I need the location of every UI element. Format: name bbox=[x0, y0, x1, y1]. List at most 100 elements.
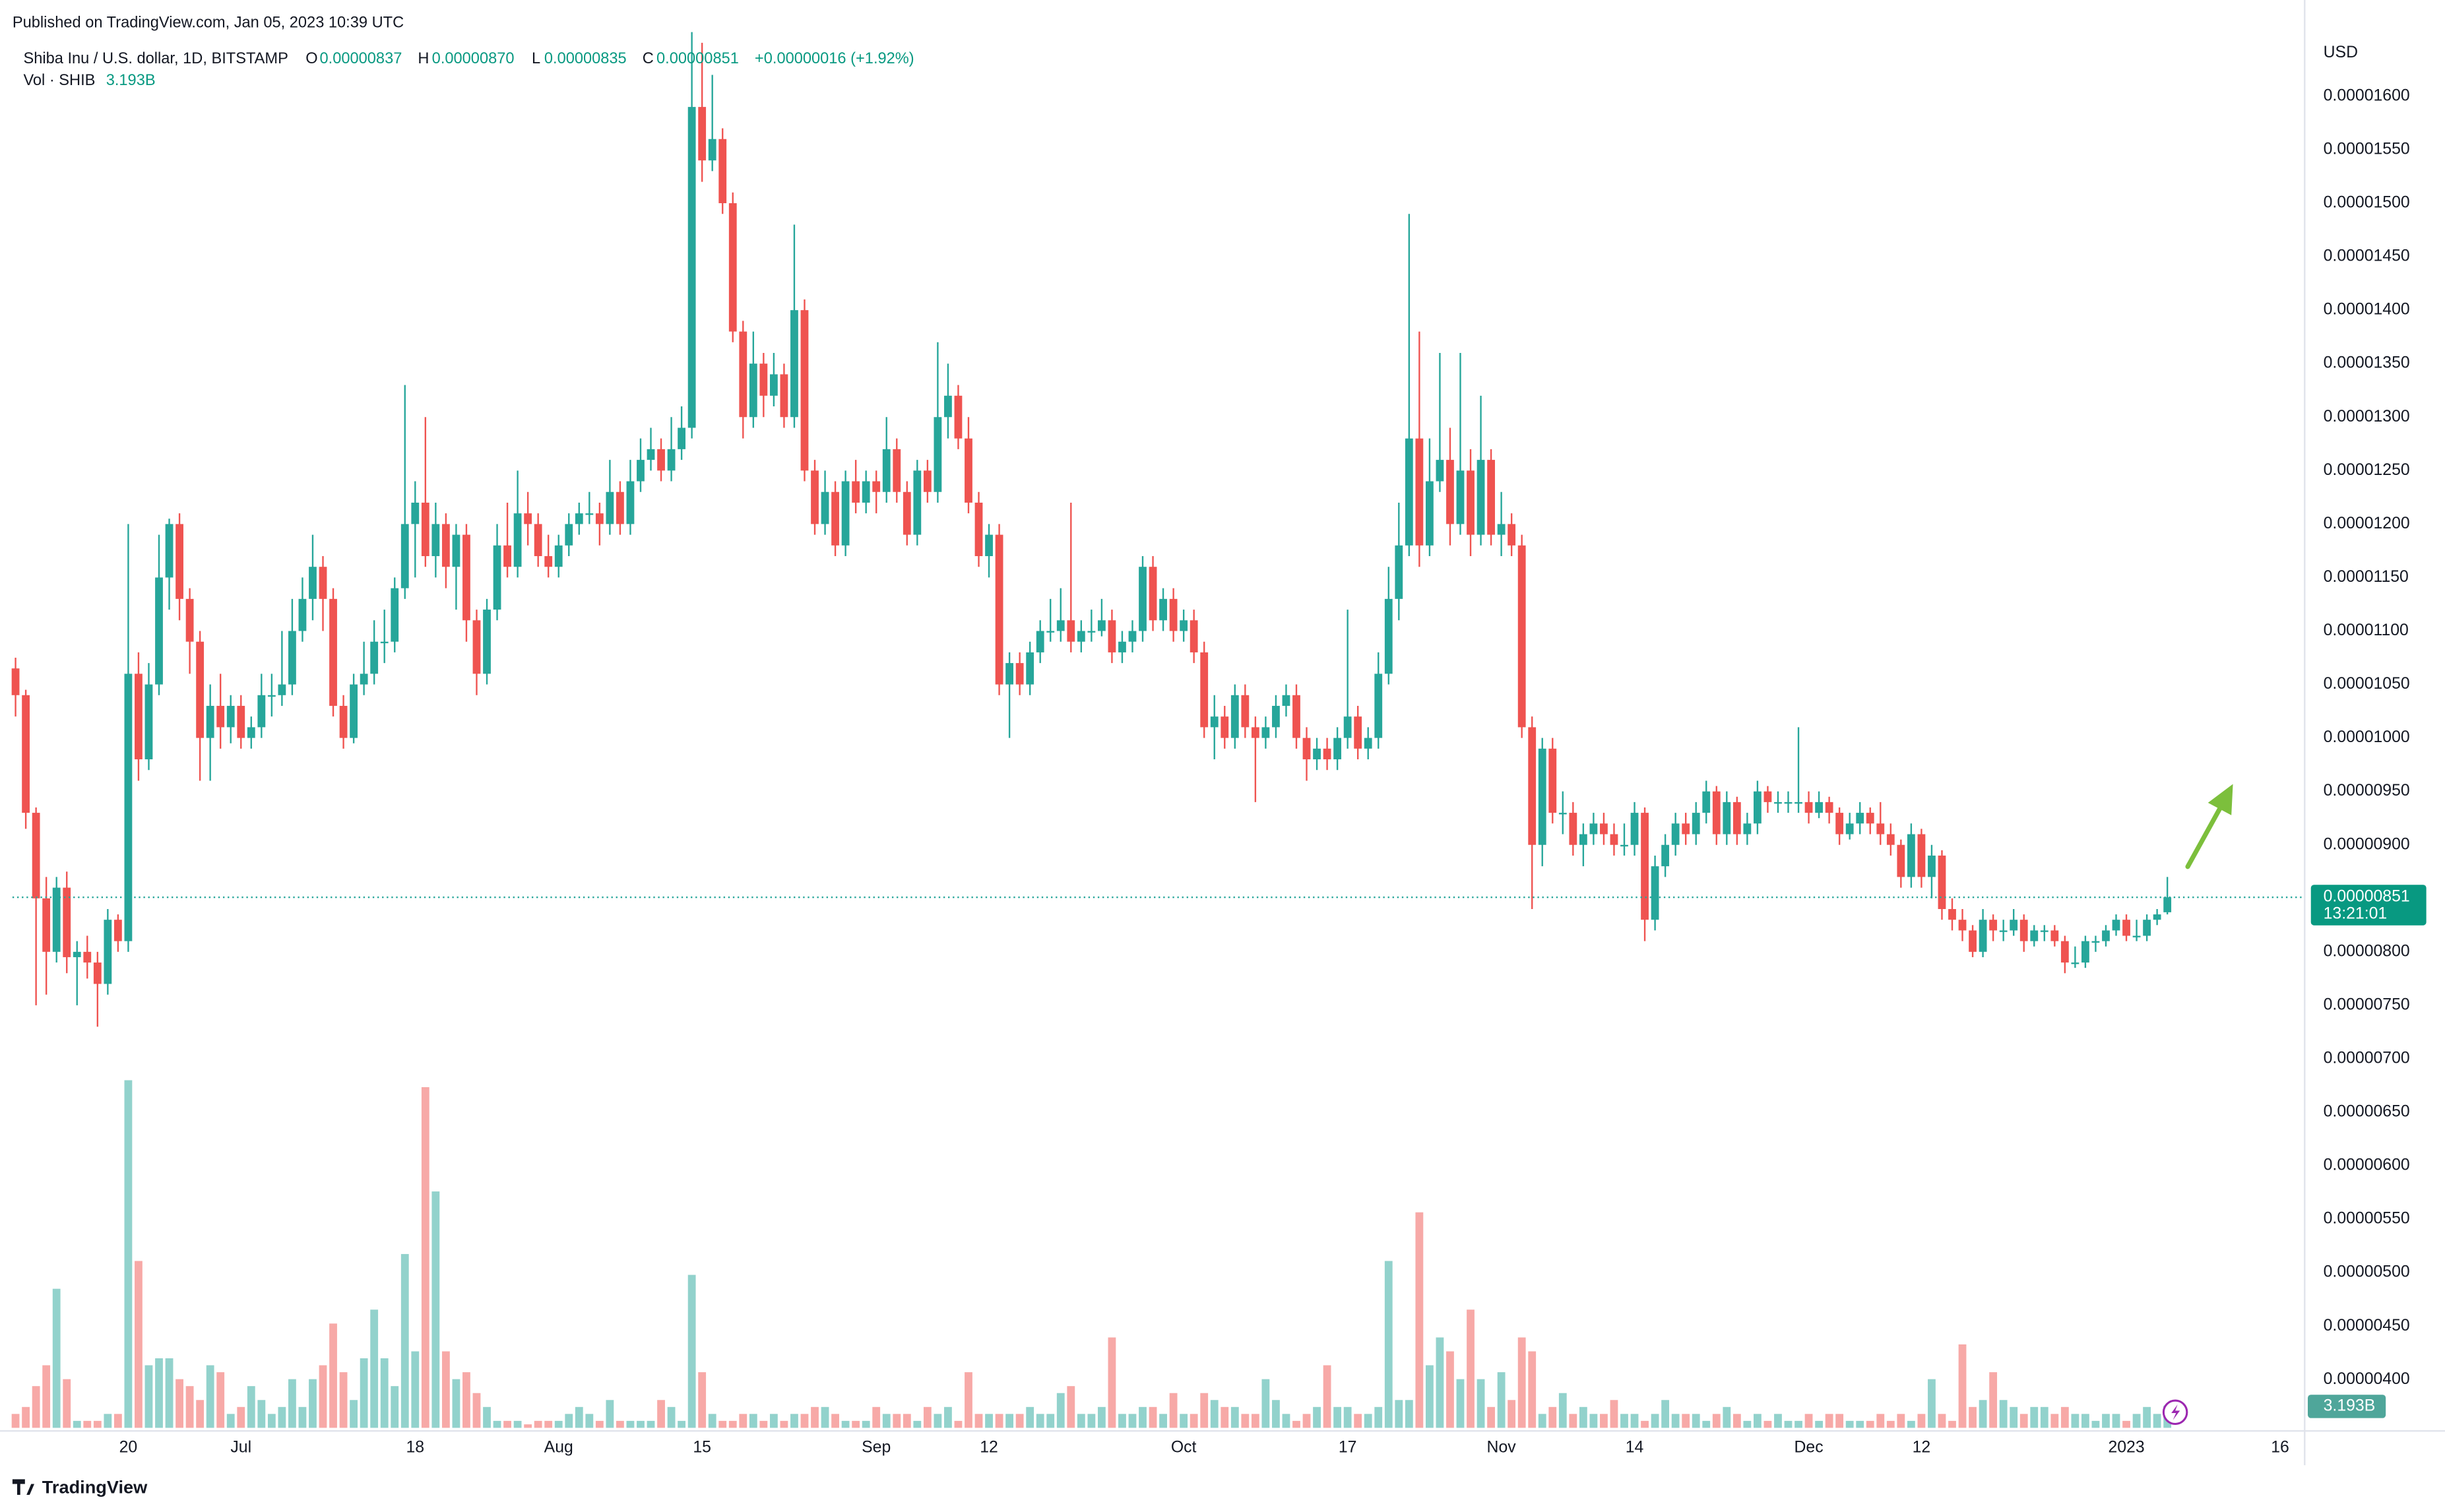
volume-bar bbox=[247, 1386, 255, 1428]
candle-body bbox=[1682, 823, 1690, 835]
candle-body bbox=[32, 813, 40, 898]
x-tick-label: 14 bbox=[1626, 1439, 1644, 1457]
volume-bar bbox=[1374, 1406, 1383, 1428]
volume-bar bbox=[452, 1379, 460, 1428]
x-tick-label: Jul bbox=[230, 1439, 251, 1457]
annotation-arrowhead bbox=[2207, 784, 2233, 815]
last-price-tag bbox=[2310, 885, 2427, 926]
candle-body bbox=[1384, 598, 1393, 674]
volume-bar bbox=[411, 1351, 420, 1428]
candle-body bbox=[1333, 738, 1342, 760]
y-tick-label: 0.00001300 bbox=[2324, 408, 2410, 425]
candle-body bbox=[1436, 460, 1444, 482]
candle-body bbox=[759, 363, 768, 396]
ohlc-key: C bbox=[643, 50, 654, 67]
candle-body bbox=[1692, 813, 1700, 835]
candle-body bbox=[1979, 920, 1987, 952]
volume-bar bbox=[718, 1420, 727, 1428]
candle-body bbox=[1999, 930, 2008, 932]
candle-body bbox=[226, 705, 235, 728]
candle-body bbox=[1569, 813, 1577, 845]
candle-body bbox=[2102, 930, 2110, 941]
ohlc-value: 0.00000835 bbox=[544, 50, 627, 67]
volume-bar bbox=[1046, 1414, 1055, 1428]
volume-bar bbox=[852, 1420, 860, 1428]
volume-bar bbox=[1886, 1420, 1895, 1428]
volume-bar bbox=[267, 1414, 276, 1428]
candle-body bbox=[104, 920, 112, 984]
candle-body bbox=[534, 524, 542, 557]
candle-body bbox=[1804, 802, 1813, 813]
volume-bar bbox=[1579, 1406, 1587, 1428]
candle-body bbox=[1221, 716, 1229, 738]
volume-bar bbox=[1558, 1393, 1567, 1428]
candle-body bbox=[1969, 930, 1977, 952]
candle-body bbox=[965, 438, 972, 503]
candle-body bbox=[1241, 695, 1250, 728]
volume-bar bbox=[1282, 1414, 1290, 1428]
x-tick-label: Dec bbox=[1794, 1439, 1824, 1457]
y-tick-label: 0.00000900 bbox=[2324, 835, 2410, 853]
candle-body bbox=[411, 502, 420, 524]
volume-bar bbox=[769, 1414, 778, 1428]
candle-body bbox=[974, 502, 983, 557]
candle-body bbox=[1589, 823, 1598, 835]
ohlc-value: 0.00000837 bbox=[320, 50, 402, 67]
y-tick-label: 0.00001000 bbox=[2324, 728, 2410, 746]
ohlc-key: L bbox=[532, 50, 540, 67]
volume-bar bbox=[370, 1309, 379, 1428]
volume-bar bbox=[995, 1414, 1003, 1428]
candle-body bbox=[1732, 802, 1741, 835]
candle-body bbox=[52, 887, 61, 952]
candle-body bbox=[1928, 855, 1936, 877]
candle-body bbox=[1723, 802, 1731, 835]
volume-bar bbox=[1630, 1414, 1639, 1428]
ohlc-key: O bbox=[305, 50, 317, 67]
x-tick-label: Nov bbox=[1487, 1439, 1517, 1457]
volume-bar bbox=[1600, 1414, 1608, 1428]
volume-bar bbox=[1354, 1414, 1362, 1428]
candle-body bbox=[257, 695, 266, 728]
volume-bar bbox=[472, 1393, 481, 1428]
candle-body bbox=[1190, 620, 1198, 652]
volume-bar bbox=[790, 1414, 798, 1428]
candle-body bbox=[380, 641, 389, 644]
ohlc-value: 0.00000851 bbox=[656, 50, 739, 67]
volume-bar bbox=[1682, 1414, 1690, 1428]
candle-body bbox=[22, 695, 30, 813]
candle-body bbox=[1712, 791, 1721, 835]
candle-body bbox=[524, 513, 532, 524]
y-tick-label: 0.00001150 bbox=[2324, 568, 2409, 586]
volume-bar bbox=[113, 1414, 122, 1428]
annotation-arrow bbox=[2185, 805, 2223, 869]
volume-bar bbox=[319, 1365, 327, 1428]
symbol-title: Shiba Inu / U.S. dollar, 1D, BITSTAMP bbox=[23, 50, 288, 67]
volume-bar bbox=[974, 1414, 983, 1428]
candle-body bbox=[2112, 920, 2120, 931]
candle-body bbox=[954, 395, 963, 439]
volume-bar bbox=[2060, 1406, 2069, 1428]
volume-bar bbox=[52, 1288, 61, 1428]
candle-body bbox=[780, 374, 788, 418]
candle-body bbox=[872, 481, 881, 492]
volume-bar bbox=[421, 1087, 429, 1428]
volume-bar bbox=[1015, 1414, 1024, 1428]
volume-bar bbox=[1333, 1406, 1342, 1428]
volume-bar bbox=[1272, 1400, 1280, 1428]
candle-body bbox=[113, 920, 122, 941]
volume-bar bbox=[2143, 1406, 2151, 1428]
volume-bar bbox=[2132, 1414, 2141, 1428]
candle-body bbox=[1067, 620, 1075, 642]
volume-bar bbox=[1128, 1414, 1137, 1428]
volume-bar bbox=[1415, 1212, 1424, 1428]
volume-bar bbox=[739, 1414, 747, 1428]
y-tick-label: 0.00000400 bbox=[2324, 1370, 2410, 1388]
volume-bar bbox=[298, 1406, 307, 1428]
candle-body bbox=[790, 310, 798, 418]
candle-body bbox=[278, 684, 286, 695]
volume-bar bbox=[1190, 1414, 1198, 1428]
logo: TradingView bbox=[12, 1477, 148, 1497]
candle-body bbox=[196, 641, 205, 738]
volume-bar bbox=[1292, 1420, 1300, 1428]
volume-bar bbox=[1230, 1406, 1239, 1428]
